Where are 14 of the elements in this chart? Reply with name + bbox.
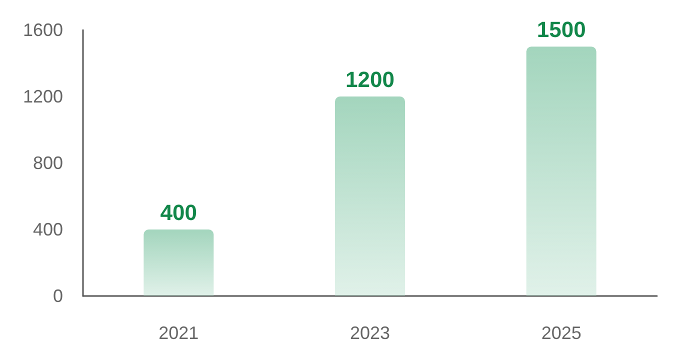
y-tick-label: 1200 [22,86,63,106]
data-label: 1200 [346,67,394,92]
bar [144,230,214,296]
y-tick-label: 1600 [22,20,63,40]
x-tick-label: 2025 [541,323,582,343]
x-tick-label: 2021 [158,323,199,343]
data-label: 1500 [536,17,586,42]
bar [526,46,596,296]
data-label: 400 [160,200,198,225]
bar [335,96,405,296]
y-tick-label: 800 [32,153,63,173]
y-tick-label: 400 [32,220,63,240]
x-tick-label: 2023 [350,323,390,343]
y-tick-label: 0 [52,286,63,306]
